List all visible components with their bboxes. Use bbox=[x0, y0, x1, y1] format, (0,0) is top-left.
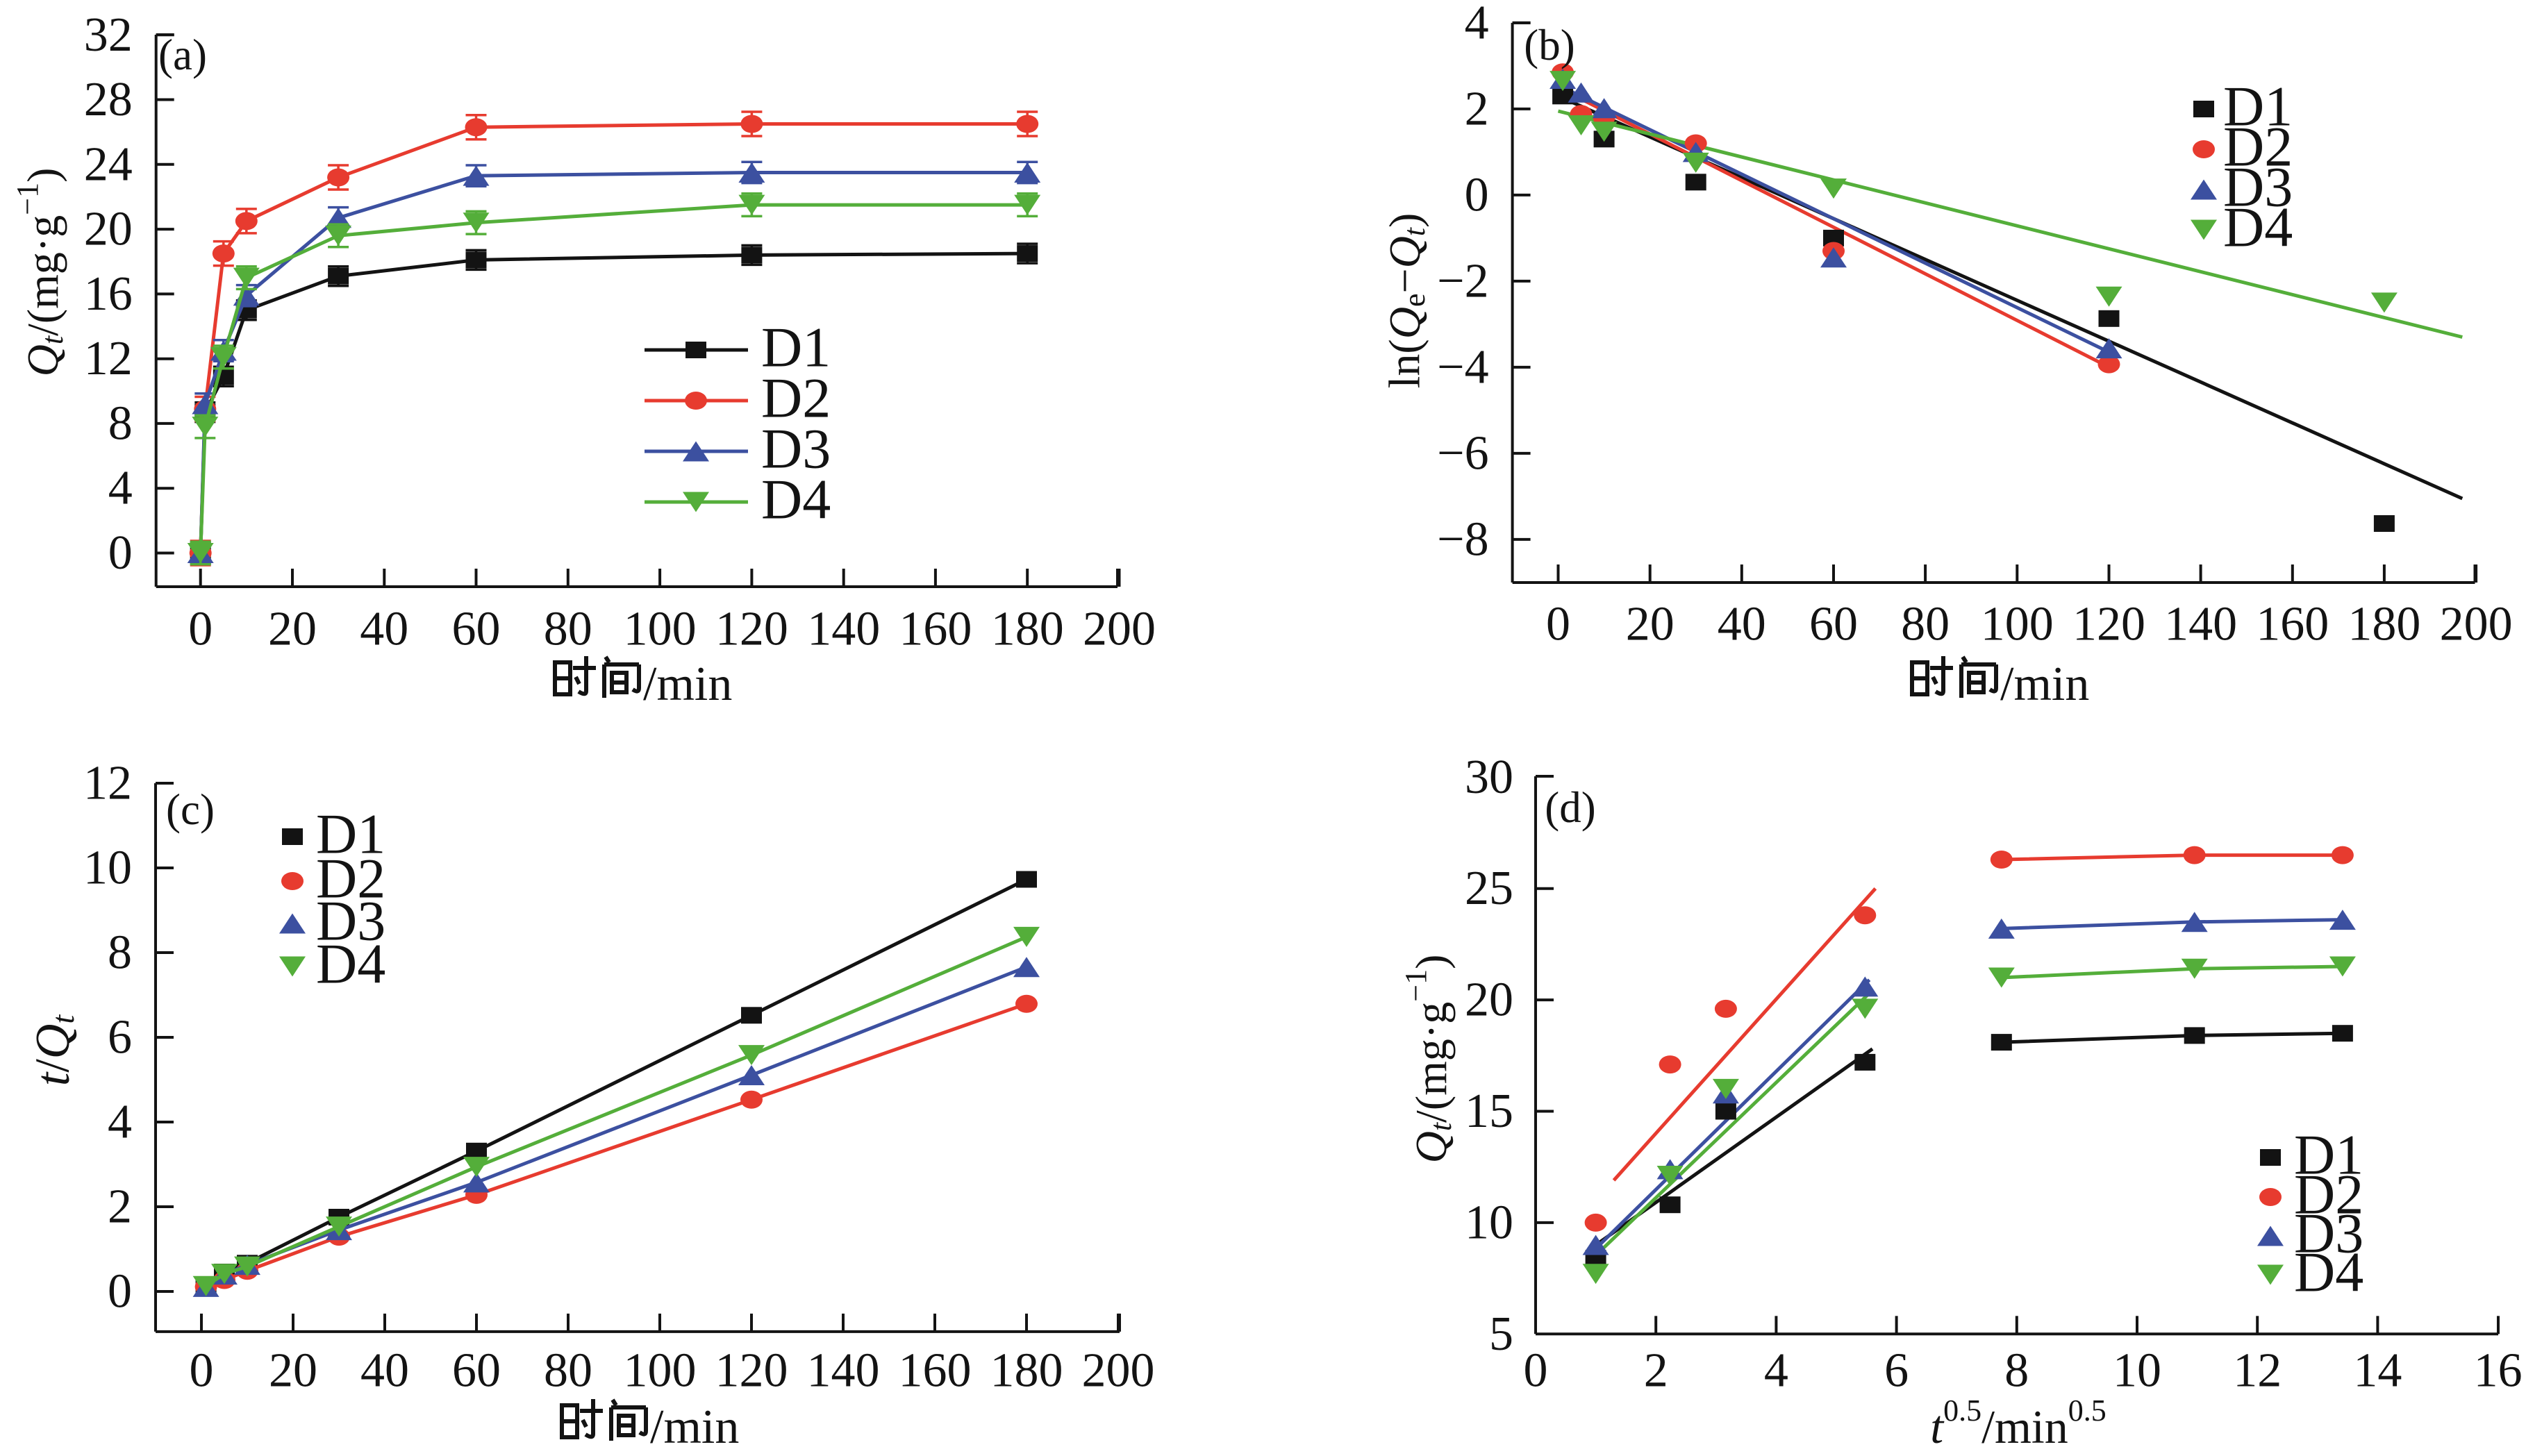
svg-text:10: 10 bbox=[83, 842, 132, 895]
svg-text:t0.5/min0.5: t0.5/min0.5 bbox=[1930, 1394, 2107, 1454]
svg-text:/min: /min bbox=[650, 1400, 739, 1454]
svg-text:D2: D2 bbox=[761, 367, 831, 430]
svg-text:180: 180 bbox=[991, 603, 1064, 656]
svg-text:20: 20 bbox=[1626, 598, 1675, 651]
svg-text:200: 200 bbox=[1083, 603, 1156, 656]
svg-text:0: 0 bbox=[108, 526, 133, 580]
svg-text:0: 0 bbox=[1524, 1344, 1548, 1398]
svg-text:30: 30 bbox=[1465, 751, 1513, 804]
svg-text:8: 8 bbox=[2004, 1344, 2029, 1398]
svg-text:28: 28 bbox=[84, 73, 133, 126]
svg-text:D4: D4 bbox=[2223, 196, 2293, 259]
svg-text:t/Qt: t/Qt bbox=[26, 1014, 81, 1086]
svg-text:D1: D1 bbox=[2223, 75, 2293, 138]
svg-text:6: 6 bbox=[108, 1011, 132, 1064]
svg-text:0: 0 bbox=[108, 1265, 132, 1319]
svg-text:140: 140 bbox=[2164, 598, 2237, 651]
svg-text:6: 6 bbox=[1884, 1344, 1909, 1398]
svg-text:80: 80 bbox=[544, 603, 592, 656]
svg-text:0: 0 bbox=[1546, 598, 1570, 651]
svg-text:10: 10 bbox=[1465, 1196, 1513, 1249]
svg-text:60: 60 bbox=[452, 603, 501, 656]
svg-text:80: 80 bbox=[544, 1344, 592, 1398]
svg-text:15: 15 bbox=[1465, 1085, 1513, 1138]
svg-text:120: 120 bbox=[715, 1344, 788, 1398]
svg-text:−2: −2 bbox=[1437, 254, 1488, 308]
svg-text:100: 100 bbox=[624, 1344, 697, 1398]
svg-text:160: 160 bbox=[899, 603, 972, 656]
svg-text:12: 12 bbox=[2233, 1344, 2282, 1398]
svg-text:4: 4 bbox=[108, 462, 133, 515]
svg-text:100: 100 bbox=[624, 603, 697, 656]
svg-text:D1: D1 bbox=[761, 316, 831, 379]
svg-text:D3: D3 bbox=[2294, 1202, 2363, 1265]
svg-text:(d): (d) bbox=[1545, 783, 1595, 832]
svg-text:D2: D2 bbox=[2294, 1163, 2363, 1226]
svg-text:D4: D4 bbox=[316, 932, 385, 996]
svg-text:4: 4 bbox=[1764, 1344, 1788, 1398]
svg-text:180: 180 bbox=[990, 1344, 1063, 1398]
svg-text:20: 20 bbox=[268, 603, 317, 656]
svg-text:D1: D1 bbox=[316, 803, 385, 866]
svg-text:40: 40 bbox=[1718, 598, 1766, 651]
svg-text:−4: −4 bbox=[1437, 340, 1488, 394]
svg-text:(a): (a) bbox=[158, 31, 207, 79]
svg-text:D4: D4 bbox=[761, 468, 831, 531]
svg-text:200: 200 bbox=[1082, 1344, 1155, 1398]
svg-text:2: 2 bbox=[108, 1180, 132, 1234]
svg-text:/min: /min bbox=[643, 658, 732, 711]
svg-text:4: 4 bbox=[108, 1096, 132, 1149]
svg-text:20: 20 bbox=[269, 1344, 317, 1398]
svg-text:D1: D1 bbox=[2294, 1123, 2363, 1187]
svg-text:120: 120 bbox=[715, 603, 788, 656]
svg-text:D2: D2 bbox=[2223, 115, 2293, 178]
svg-text:16: 16 bbox=[2474, 1344, 2523, 1398]
svg-text:16: 16 bbox=[84, 267, 133, 321]
svg-text:25: 25 bbox=[1465, 862, 1513, 915]
svg-text:(b): (b) bbox=[1524, 21, 1574, 69]
svg-text:40: 40 bbox=[360, 1344, 409, 1398]
svg-text:Qt/(mg·g−1): Qt/(mg·g−1) bbox=[1399, 955, 1458, 1164]
svg-text:20: 20 bbox=[84, 203, 133, 256]
svg-text:0: 0 bbox=[188, 603, 213, 656]
svg-text:5: 5 bbox=[1489, 1307, 1513, 1361]
svg-text:60: 60 bbox=[452, 1344, 501, 1398]
svg-text:12: 12 bbox=[83, 757, 132, 810]
svg-text:D4: D4 bbox=[2294, 1241, 2363, 1304]
svg-text:−8: −8 bbox=[1437, 512, 1488, 566]
svg-text:2: 2 bbox=[1644, 1344, 1668, 1398]
svg-text:Qt/(mg·g−1): Qt/(mg·g−1) bbox=[10, 168, 69, 377]
svg-text:60: 60 bbox=[1809, 598, 1858, 651]
svg-text:160: 160 bbox=[899, 1344, 972, 1398]
svg-text:D3: D3 bbox=[2223, 156, 2293, 219]
svg-text:200: 200 bbox=[2440, 598, 2513, 651]
svg-text:D3: D3 bbox=[316, 889, 385, 953]
svg-text:(c): (c) bbox=[166, 785, 215, 834]
svg-text:14: 14 bbox=[2353, 1344, 2402, 1398]
svg-text:140: 140 bbox=[807, 603, 880, 656]
svg-text:20: 20 bbox=[1465, 973, 1513, 1027]
svg-text:0: 0 bbox=[190, 1344, 214, 1398]
svg-text:80: 80 bbox=[1901, 598, 1950, 651]
svg-text:2: 2 bbox=[1465, 82, 1489, 135]
svg-text:120: 120 bbox=[2072, 598, 2145, 651]
svg-text:140: 140 bbox=[807, 1344, 880, 1398]
svg-text:180: 180 bbox=[2348, 598, 2420, 651]
svg-text:/min: /min bbox=[2000, 658, 2089, 711]
svg-text:8: 8 bbox=[108, 926, 132, 980]
svg-text:160: 160 bbox=[2256, 598, 2329, 651]
svg-text:24: 24 bbox=[84, 137, 133, 191]
svg-text:D3: D3 bbox=[761, 417, 831, 480]
svg-text:−6: −6 bbox=[1437, 426, 1488, 480]
svg-text:0: 0 bbox=[1465, 168, 1489, 221]
svg-text:D2: D2 bbox=[316, 847, 385, 910]
svg-text:10: 10 bbox=[2113, 1344, 2161, 1398]
svg-text:40: 40 bbox=[360, 603, 408, 656]
svg-text:100: 100 bbox=[1981, 598, 2054, 651]
svg-text:12: 12 bbox=[84, 332, 133, 385]
svg-text:8: 8 bbox=[108, 396, 133, 450]
svg-text:32: 32 bbox=[84, 8, 133, 62]
svg-text:4: 4 bbox=[1465, 0, 1489, 49]
